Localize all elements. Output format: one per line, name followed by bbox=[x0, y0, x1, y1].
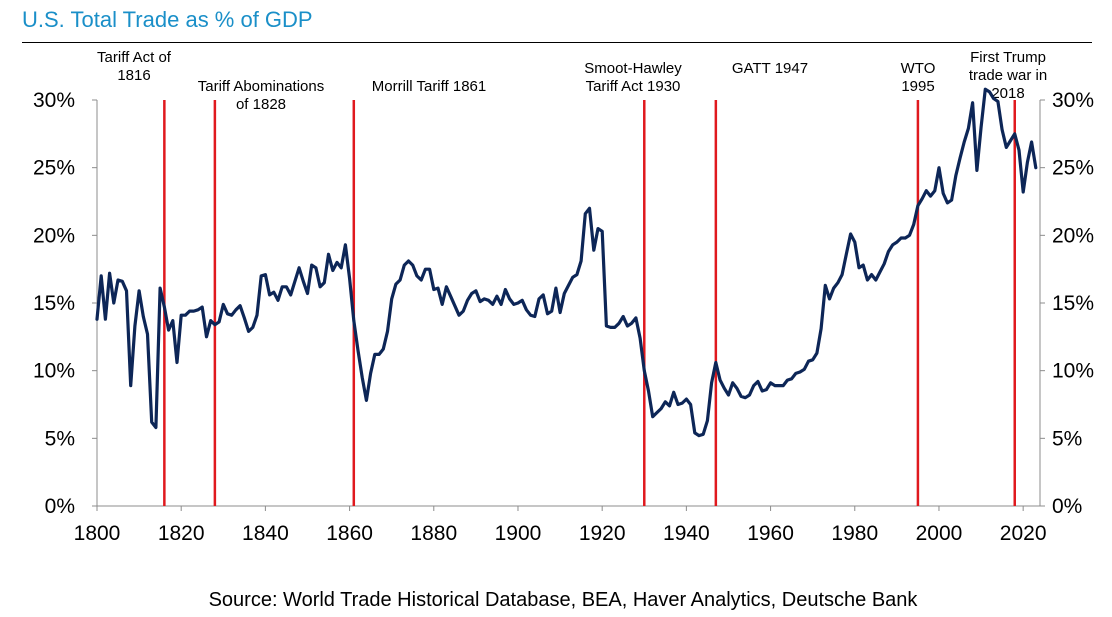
x-tick-label: 1860 bbox=[326, 522, 373, 545]
event-label: First Trump bbox=[970, 49, 1046, 66]
title-rule bbox=[22, 42, 1092, 43]
x-tick-label: 2000 bbox=[916, 522, 963, 545]
y-tick-label-right: 30% bbox=[1052, 89, 1094, 112]
event-label: Tariff Abominations bbox=[198, 78, 324, 95]
x-tick-label: 1980 bbox=[831, 522, 878, 545]
event-label: 1995 bbox=[901, 78, 934, 95]
y-tick-label-left: 5% bbox=[45, 427, 75, 450]
x-tick-label: 1920 bbox=[579, 522, 626, 545]
source-note: Source: World Trade Historical Database,… bbox=[208, 589, 918, 611]
x-tick-label: 1940 bbox=[663, 522, 710, 545]
x-tick-label: 1900 bbox=[495, 522, 542, 545]
y-tick-label-right: 25% bbox=[1052, 157, 1094, 180]
x-tick-label: 2020 bbox=[1000, 522, 1047, 545]
y-tick-label-right: 0% bbox=[1052, 495, 1082, 518]
event-label: of 1828 bbox=[236, 96, 286, 113]
event-label: GATT 1947 bbox=[732, 60, 808, 77]
y-tick-label-left: 20% bbox=[33, 224, 75, 247]
event-label: Tariff Act 1930 bbox=[586, 78, 681, 95]
y-tick-label-left: 15% bbox=[33, 292, 75, 315]
x-tick-label: 1960 bbox=[747, 522, 794, 545]
y-tick-label-right: 20% bbox=[1052, 224, 1094, 247]
y-tick-label-left: 25% bbox=[33, 157, 75, 180]
x-tick-label: 1880 bbox=[410, 522, 457, 545]
event-label: Smoot-Hawley bbox=[584, 60, 682, 77]
y-tick-label-right: 15% bbox=[1052, 292, 1094, 315]
chart-title: U.S. Total Trade as % of GDP bbox=[22, 7, 313, 32]
chart-axes: 0% 0% 5% 5% 10% 10% 15% 15% 20% 20% 25% 25% 30% 30% 18… bbox=[33, 89, 1094, 545]
x-tick-label: 1820 bbox=[158, 522, 205, 545]
y-tick-label-left: 10% bbox=[33, 360, 75, 383]
event-label: Tariff Act of bbox=[97, 49, 172, 66]
event-label: 2018 bbox=[991, 85, 1024, 102]
trade-series-line bbox=[95, 87, 1038, 438]
y-tick-label-right: 5% bbox=[1052, 427, 1082, 450]
series-group bbox=[95, 87, 1038, 438]
x-tick-label: 1840 bbox=[242, 522, 289, 545]
y-tick-label-left: 0% bbox=[45, 495, 75, 518]
event-label: trade war in bbox=[969, 67, 1047, 84]
x-tick-label: 1800 bbox=[74, 522, 121, 545]
event-label: 1816 bbox=[117, 67, 150, 84]
y-tick-label-left: 30% bbox=[33, 89, 75, 112]
y-tick-label-right: 10% bbox=[1052, 360, 1094, 383]
event-label: Morrill Tariff 1861 bbox=[372, 78, 487, 95]
event-label: WTO bbox=[901, 60, 936, 77]
